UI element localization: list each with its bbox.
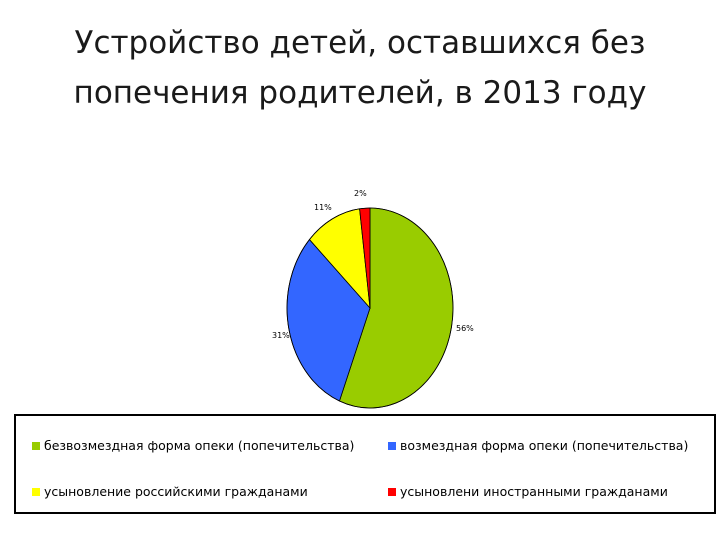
legend-swatch-2 xyxy=(32,487,40,496)
legend-item-0: безвозмездная форма опеки (попечительств… xyxy=(32,438,354,453)
value-label-0: 56% xyxy=(456,324,474,333)
legend-label-3: усыновлени иностранными гражданами xyxy=(400,484,668,499)
legend-swatch-3 xyxy=(388,487,396,496)
legend-label-0: безвозмездная форма опеки (попечительств… xyxy=(44,438,355,453)
legend-item-3: усыновлени иностранными гражданами xyxy=(388,484,668,499)
pie-outline xyxy=(286,207,454,409)
title-line-1: Устройство детей, оставшихся без xyxy=(74,25,646,61)
legend-item-2: усыновление российскими гражданами xyxy=(32,484,308,499)
legend-swatch-1 xyxy=(388,441,396,450)
legend-swatch-0 xyxy=(32,441,40,450)
value-label-2: 11% xyxy=(314,203,332,212)
title-line-2: попечения родителей, в 2013 году xyxy=(73,75,647,111)
legend-label-1: возмездная форма опеки (попечительства) xyxy=(400,438,689,453)
legend-label-2: усыновление российскими гражданами xyxy=(44,484,308,499)
legend-item-1: возмездная форма опеки (попечительства) xyxy=(388,438,688,453)
chart-legend: безвозмездная форма опеки (попечительств… xyxy=(14,414,716,514)
value-label-3: 2% xyxy=(354,189,367,198)
chart-title: Устройство детей, оставшихся без попечен… xyxy=(0,18,720,118)
value-label-1: 31% xyxy=(272,331,290,340)
